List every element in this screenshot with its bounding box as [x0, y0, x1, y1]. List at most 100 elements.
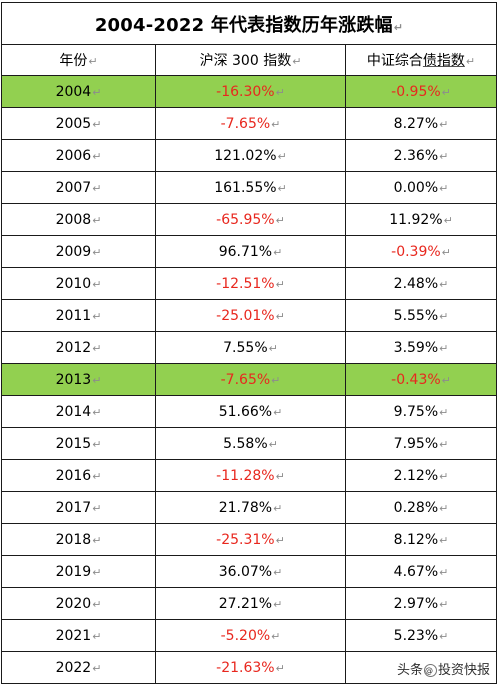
return-mark: ↵: [273, 405, 283, 419]
cell-csi300-value: -16.30%: [216, 83, 275, 100]
return-mark: ↵: [292, 55, 302, 68]
cell-year: 2011↵: [1, 299, 156, 332]
return-mark: ↵: [92, 533, 102, 547]
table-row: 2013↵ -7.65%↵ -0.43%↵: [1, 363, 498, 396]
return-mark: ↵: [92, 565, 102, 579]
cell-year: 2022↵: [1, 651, 156, 684]
return-mark: ↵: [439, 149, 449, 163]
cell-csi300-value: 121.02%: [214, 147, 277, 164]
title-row: 2004-2022 年代表指数历年涨跌幅↵: [0, 2, 498, 45]
cell-bond: 9.75%↵: [344, 395, 498, 428]
return-mark: ↵: [277, 149, 287, 163]
cell-csi300: 36.07%↵: [155, 555, 346, 588]
table-row: 2006↵ 121.02%↵ 2.36%↵: [1, 139, 498, 172]
cell-bond: -0.39%↵: [344, 235, 498, 268]
cell-bond-value: -0.39%: [391, 243, 441, 260]
cell-csi300-value: 36.07%: [218, 563, 273, 580]
return-mark: ↵: [273, 245, 283, 259]
cell-bond: 11.92%↵: [344, 203, 498, 236]
table-row: 2017↵ 21.78%↵ 0.28%↵: [1, 491, 498, 524]
return-mark: ↵: [92, 149, 102, 163]
cell-csi300: -11.28%↵: [155, 459, 346, 492]
cell-bond-value: 0.28%: [393, 499, 439, 516]
table-row: 2009↵ 96.71%↵ -0.39%↵: [1, 235, 498, 268]
return-mark: ↵: [393, 20, 404, 34]
cell-year: 2019↵: [1, 555, 156, 588]
table-row: 2016↵ -11.28%↵ 2.12%↵: [1, 459, 498, 492]
cell-csi300: 161.55%↵: [155, 171, 346, 204]
return-mark: ↵: [271, 373, 281, 387]
cell-year: 2008↵: [1, 203, 156, 236]
cell-bond-value: 4.67%: [393, 563, 439, 580]
cell-bond-value: 2.97%: [393, 595, 439, 612]
table-row: 2008↵ -65.95% ↵ 11.92%↵: [1, 203, 498, 236]
cell-csi300: -21.63%↵: [155, 651, 346, 684]
return-mark: ↵: [441, 245, 451, 259]
cell-csi300: 51.66%↵: [155, 395, 346, 428]
cell-bond: 2.36%↵: [344, 139, 498, 172]
cell-year-value: 2010: [55, 275, 92, 292]
table-row: 2005↵ -7.65%↵ 8.27%↵: [1, 107, 498, 140]
cell-csi300: 27.21%↵: [155, 587, 346, 620]
cell-bond: 8.27%↵: [344, 107, 498, 140]
return-mark: ↵: [275, 85, 285, 99]
cell-bond-value: 3.59%: [393, 339, 439, 356]
return-mark: ↵: [92, 501, 102, 515]
return-mark: ↵: [88, 55, 98, 68]
cell-year: 2013↵: [1, 363, 156, 396]
cell-bond-value: 2.36%: [393, 147, 439, 164]
cell-bond: 2.48%↵: [344, 267, 498, 300]
table-title-text: 2004-2022 年代表指数历年涨跌幅: [94, 14, 393, 36]
cell-year: 2017↵: [1, 491, 156, 524]
return-mark: ↵: [273, 565, 283, 579]
return-mark: ↵: [92, 629, 102, 643]
watermark-circle: @: [423, 664, 437, 677]
cell-bond-value: 8.12%: [393, 531, 439, 548]
cell-csi300: -25.01%↵: [155, 299, 346, 332]
return-mark: ↵: [275, 309, 285, 323]
header-csi300-text: 沪深 300 指数: [199, 53, 292, 69]
return-mark: ↵: [439, 469, 449, 483]
cell-csi300: 7.55%↵: [155, 331, 346, 364]
watermark: 头条 @ 投资快报: [397, 659, 490, 678]
header-csi300: 沪深 300 指数↵: [155, 44, 346, 76]
cell-csi300-value: 161.55%: [214, 179, 277, 196]
return-mark: ↵: [92, 437, 102, 451]
cell-bond: -0.43%↵: [344, 363, 498, 396]
return-mark: ↵: [271, 629, 281, 643]
table-row: 2004↵ -16.30%↵ -0.95%↵: [1, 75, 498, 108]
cell-bond: 3.59%↵: [344, 331, 498, 364]
cell-year-value: 2019: [55, 563, 92, 580]
watermark-prefix: 头条: [396, 663, 423, 678]
table-row: 2022↵ -21.63%↵: [1, 651, 498, 684]
return-mark: ↵: [439, 437, 449, 451]
cell-bond: 5.23%↵: [344, 619, 498, 652]
cell-bond: 5.55%↵: [344, 299, 498, 332]
cell-csi300-value: -65.95%: [216, 211, 275, 228]
cell-csi300: -16.30%↵: [155, 75, 346, 108]
cell-year-value: 2021: [55, 627, 92, 644]
cell-csi300-value: 96.71%: [218, 243, 273, 260]
return-mark: ↵: [277, 181, 287, 195]
cell-year-value: 2008: [55, 211, 92, 228]
cell-bond-value: 9.75%: [393, 403, 439, 420]
cell-bond: 0.00%↵: [344, 171, 498, 204]
return-mark: ↵: [275, 469, 285, 483]
cell-bond: 2.12%↵: [344, 459, 498, 492]
return-mark: ↵: [441, 373, 451, 387]
return-mark: ↵: [439, 341, 449, 355]
return-mark: ↵: [92, 85, 102, 99]
return-mark: ↵: [439, 501, 449, 515]
return-mark: ↵: [273, 597, 283, 611]
table-row: 2018↵ -25.31%↵ 8.12%↵: [1, 523, 498, 556]
cell-csi300-value: -21.63%: [216, 659, 275, 676]
cell-year-value: 2013: [55, 371, 92, 388]
return-mark: ↵: [443, 213, 453, 227]
cell-csi300-value: -11.28%: [216, 467, 275, 484]
return-mark: ↵: [439, 277, 449, 291]
cell-csi300-value: 7.55%: [223, 339, 268, 356]
cell-bond: [344, 651, 498, 684]
header-bond-underlined: 债指数: [422, 53, 465, 69]
cell-csi300-value: -5.20%: [220, 627, 271, 644]
